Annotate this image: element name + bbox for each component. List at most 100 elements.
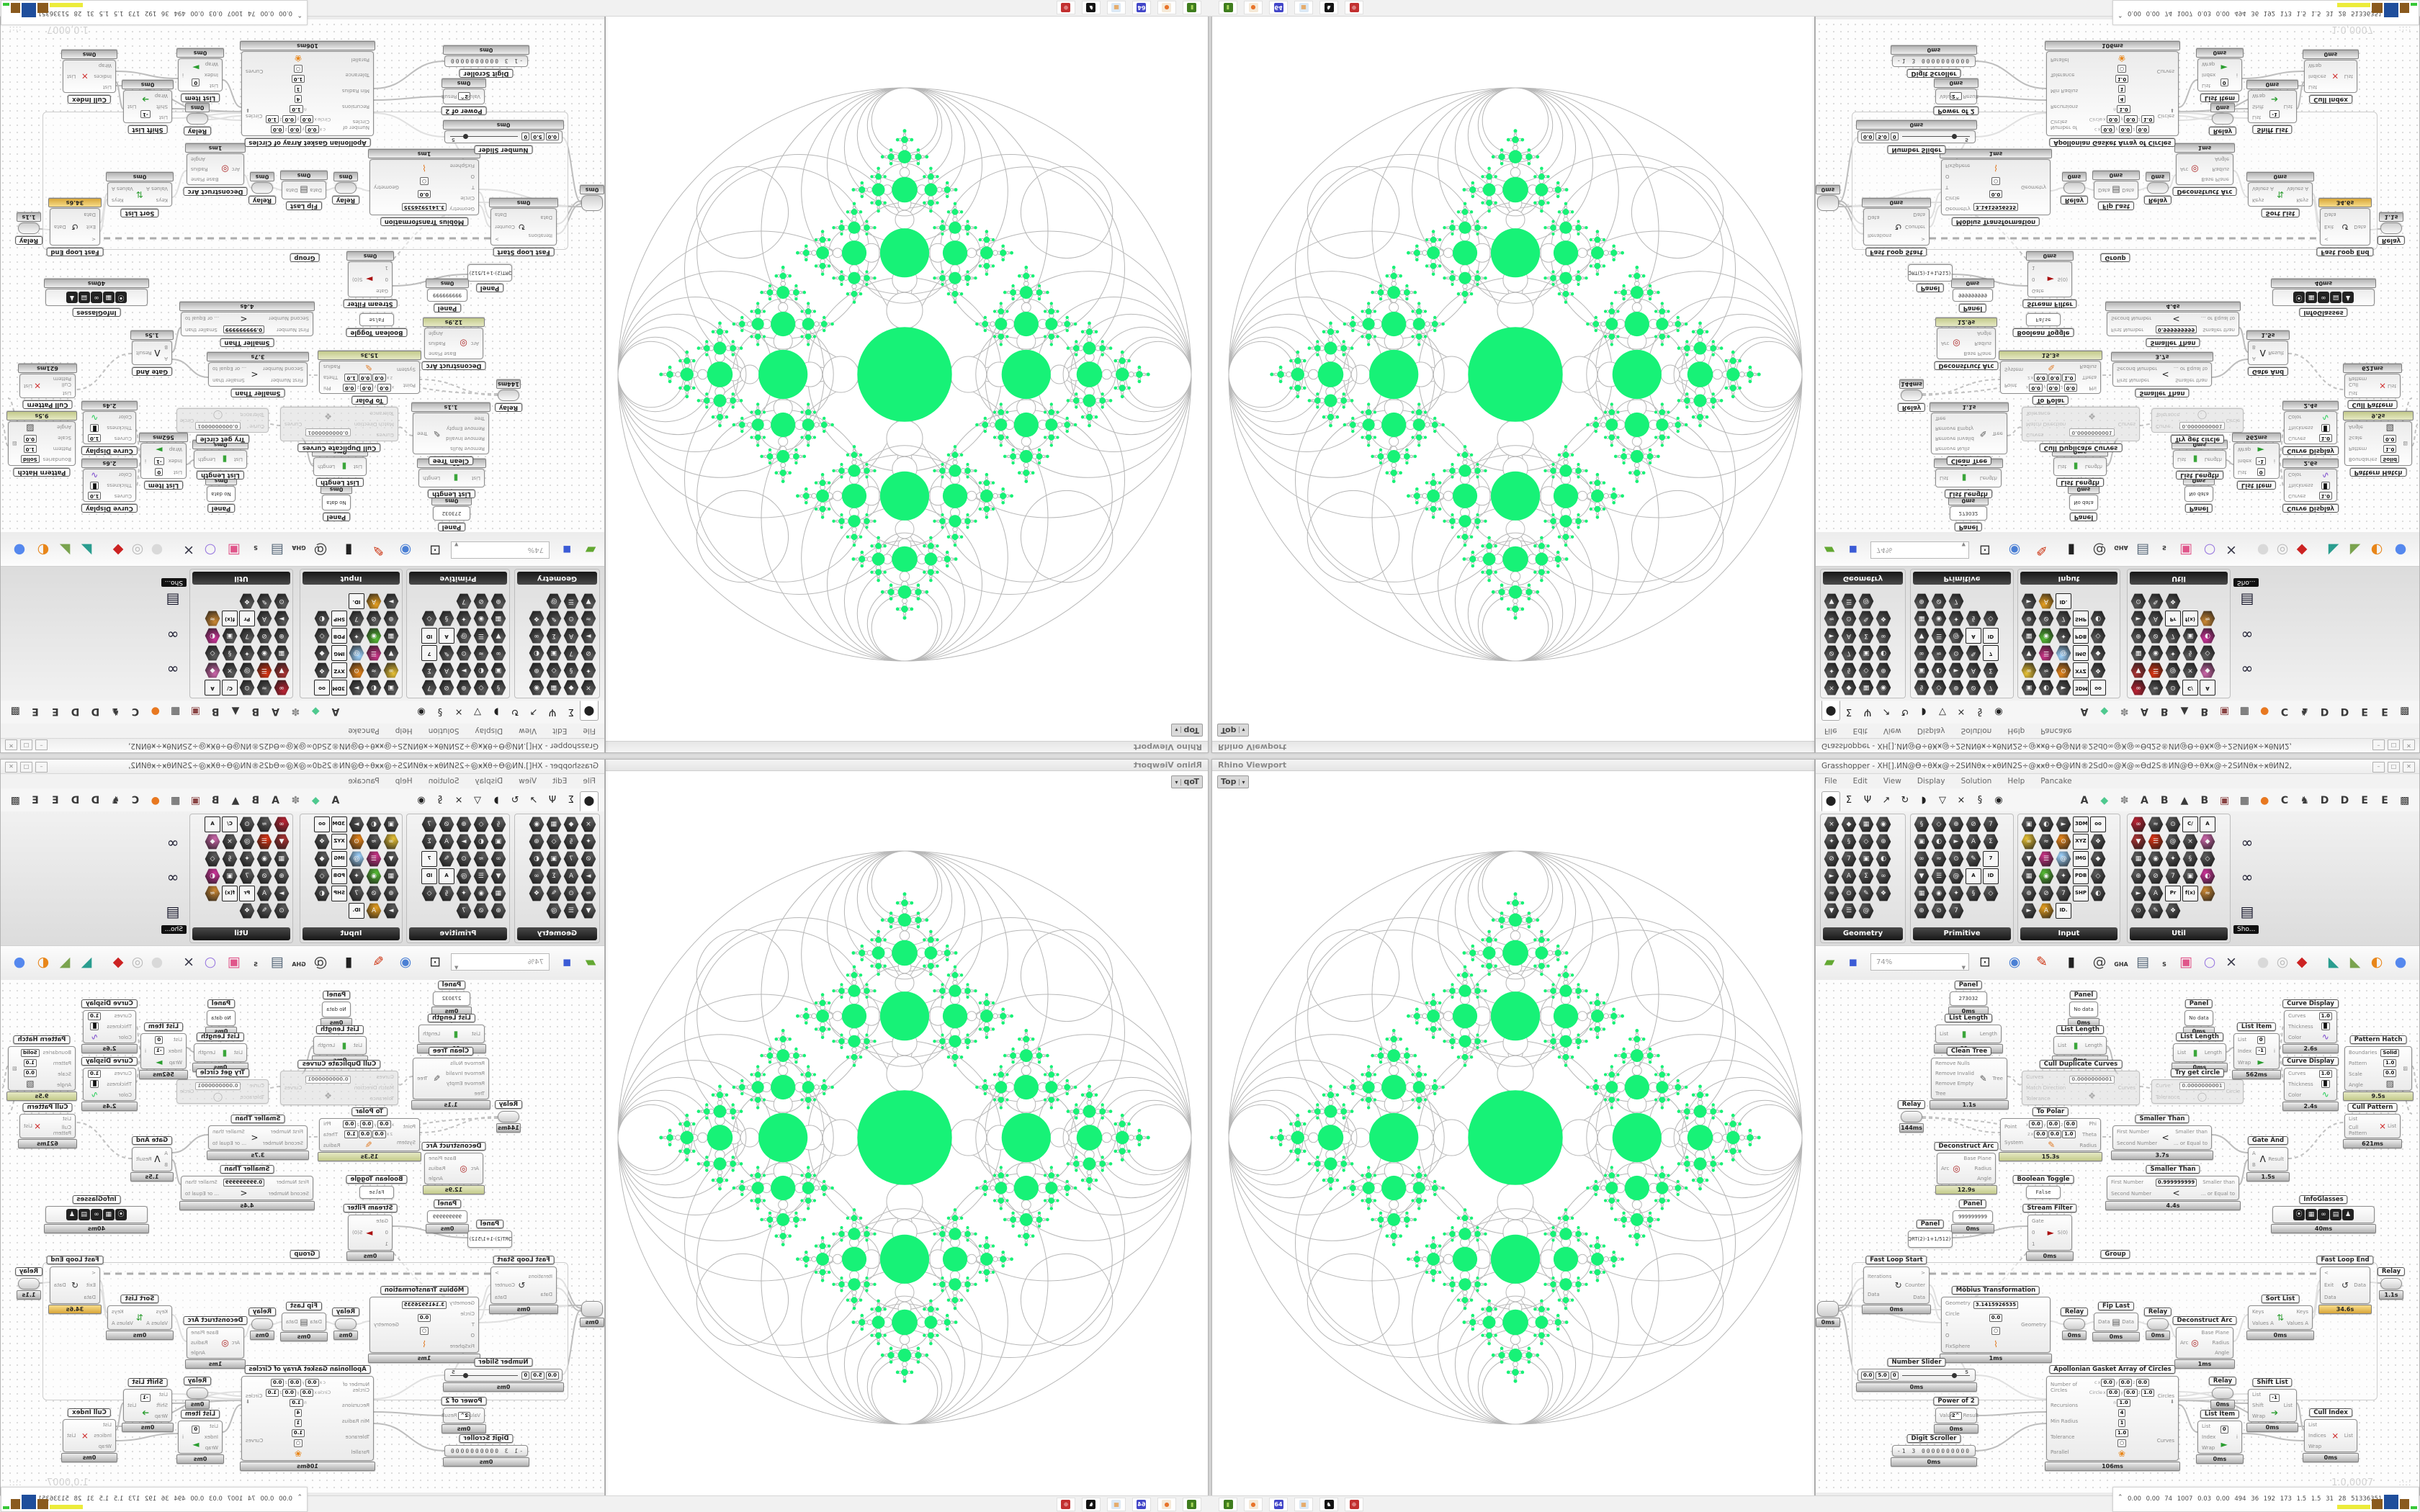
taskbar-icon-app-cat[interactable]: ♞ — [1082, 1, 1101, 14]
gh-node-relay[interactable]: Relay 0ms — [331, 1308, 360, 1340]
component-icon[interactable]: ⊕ — [2021, 611, 2037, 626]
component-icon[interactable]: ❖ — [529, 611, 544, 626]
node-output[interactable]: Data — [495, 1294, 507, 1300]
node-input[interactable]: List — [173, 469, 182, 475]
node-input[interactable]: Tree — [474, 1091, 485, 1097]
component-icon[interactable]: ▣ — [546, 645, 562, 661]
value-chip[interactable]: 3.1415926535 — [1973, 203, 2019, 212]
category-tab-icon[interactable]: ⬤ — [580, 791, 599, 811]
component-icon[interactable]: ≈ — [2038, 662, 2054, 678]
node-input[interactable]: Parallel — [2051, 56, 2069, 63]
plugin-tab[interactable]: E — [52, 795, 59, 806]
component-icon[interactable]: A — [205, 816, 220, 832]
plugin-tab[interactable]: D — [2340, 795, 2349, 806]
component-icon[interactable]: ◆ — [314, 645, 330, 661]
node-output[interactable]: List — [67, 1433, 76, 1439]
node-input[interactable]: Exit — [86, 1282, 96, 1288]
node-input[interactable]: Indices — [2308, 1432, 2326, 1439]
component-icon[interactable]: f(x) — [2182, 611, 2198, 626]
node-input[interactable]: Recursions — [342, 1403, 369, 1409]
component-icon[interactable]: ▦ — [274, 851, 290, 867]
value-chip[interactable]: 1.0 — [88, 433, 102, 442]
plugin-tab[interactable]: ◆ — [311, 795, 320, 806]
node-input[interactable]: Arc — [470, 1166, 479, 1171]
gh-node-cull-duplicate-curves[interactable]: Cull Duplicate Curves Curves Match Directi… — [280, 407, 398, 452]
gh-node-small[interactable]: 0ms — [580, 1301, 604, 1327]
component-icon[interactable]: 7 — [421, 645, 437, 661]
value-chip[interactable]: 0.0 — [2383, 434, 2397, 443]
value-chip[interactable]: 0.0000000001 — [2179, 1081, 2225, 1090]
node-output[interactable]: S(0) — [352, 1230, 363, 1236]
component-icon[interactable]: ◉ — [2148, 851, 2164, 867]
taskbar-icon-app-floppy-64[interactable]: 64 — [1269, 1, 1288, 14]
plugin-tab[interactable]: E — [0, 702, 4, 721]
gh-node-relay[interactable]: Relay 1.1s — [14, 212, 43, 245]
value-chip[interactable]: 0.0 — [343, 383, 357, 392]
component-icon[interactable]: ID — [1983, 868, 1999, 884]
component-icon[interactable]: ∞ — [1876, 868, 1891, 884]
value-chip[interactable]: 0.0 — [282, 115, 296, 124]
node-input[interactable]: Iterations — [528, 1273, 552, 1279]
gh-node-infoglasses[interactable]: InfoGlasses ⦿ ▦ ∞ ▤ ♟ 40ms — [44, 279, 149, 317]
taskbar-icon-app-console[interactable]: ▮ — [1183, 1498, 1201, 1511]
component-icon[interactable]: ◐ — [529, 851, 544, 867]
component-icon[interactable]: × — [2182, 662, 2198, 678]
node-input[interactable]: Wrap — [2238, 446, 2251, 452]
component-icon[interactable]: ⊘ — [1931, 903, 1947, 919]
component-icon[interactable]: § — [2182, 851, 2198, 867]
node-input[interactable]: Iterations — [1868, 233, 1892, 239]
gh-node-fast-loop-end[interactable]: Fast Loop End < Exit Data ↺ Data 34.6s — [2316, 198, 2374, 256]
menu-item-view[interactable]: View — [519, 726, 537, 735]
component-icon[interactable]: × — [1824, 816, 1839, 832]
component-icon[interactable]: C/ — [2182, 680, 2198, 696]
component-icon[interactable]: ⊕ — [490, 903, 506, 919]
overlay-tool-icon[interactable]: ∞ — [166, 661, 179, 678]
component-icon[interactable]: ◐ — [2090, 886, 2106, 901]
node-input[interactable]: List — [2349, 390, 2358, 396]
gh-node-cull-pattern[interactable]: Cull Pattern List Cull Pattern ⨯ List 621ms — [2343, 364, 2402, 409]
component-icon[interactable]: ⊘ — [581, 851, 596, 867]
gh-node-shift-list[interactable]: Shift List List Shift Wrap -1 ➔ List 0ms — [122, 1378, 174, 1432]
value-chip[interactable]: 0.0 — [287, 125, 302, 134]
plugin-tab[interactable]: E — [2361, 795, 2368, 806]
component-icon[interactable]: ▼ — [2021, 645, 2037, 661]
value-chip[interactable]: 0.0000000001 — [195, 422, 241, 431]
node-input[interactable]: 0 — [2032, 1230, 2035, 1236]
component-icon[interactable]: ▣ — [2182, 628, 2198, 644]
node-input[interactable]: Data — [84, 212, 96, 218]
gha-export-button[interactable]: GHA — [2111, 540, 2131, 560]
component-icon[interactable]: ► — [2056, 816, 2071, 832]
info-glasses-icon[interactable]: ▦ — [103, 292, 115, 303]
node-input[interactable]: Min Radius — [341, 88, 369, 94]
gh-node-panel[interactable]: Panel(SQRT(2)-1+1/512)^1 — [467, 264, 512, 292]
category-tab-icon[interactable]: ⨯ — [454, 795, 463, 806]
component-icon[interactable]: @ — [1948, 868, 1964, 884]
node-input[interactable]: Data — [2324, 1294, 2336, 1300]
node-input[interactable]: Curves — [114, 1071, 132, 1077]
gha-export-button[interactable]: GHA — [289, 952, 309, 972]
gh-node-power-of-2[interactable]: Power of 2 Value 2^ Result 0ms — [1933, 1397, 1979, 1434]
component-icon[interactable]: A — [439, 662, 454, 678]
component-icon[interactable]: ▣ — [222, 628, 238, 644]
component-icon[interactable]: ⊘ — [2038, 611, 2054, 626]
taskbar-icon-app-console[interactable]: ▮ — [1183, 1, 1201, 14]
taskbar-icon-app-floppy-64[interactable]: 64 — [1269, 1498, 1288, 1511]
canvas-resize-grip[interactable]: ∷∷ — [2399, 1479, 2412, 1488]
node-input[interactable]: Angle — [2349, 424, 2363, 431]
node-output[interactable]: Angle — [191, 1350, 205, 1356]
plugin-tab[interactable]: ▩ — [2400, 795, 2410, 806]
node-input[interactable]: List — [353, 464, 362, 469]
value-chip[interactable]: Solid — [2380, 1048, 2400, 1057]
lamp-button[interactable]: ▮ — [2067, 954, 2076, 970]
node-input[interactable]: Data — [2098, 1319, 2110, 1325]
node-output[interactable]: i — [182, 72, 184, 78]
node-input[interactable]: Arc — [231, 166, 240, 172]
node-input[interactable]: Values A — [2252, 186, 2274, 192]
value-chip[interactable]: -1 — [2269, 1393, 2280, 1402]
node-input[interactable]: List — [2252, 1392, 2262, 1398]
gh-node-infoglasses[interactable]: InfoGlasses ⦿ ▦ ∞ ▤ ♟ 40ms — [2271, 279, 2376, 317]
component-icon[interactable]: @ — [239, 834, 255, 850]
value-chip[interactable]: -1 — [153, 457, 164, 465]
node-input[interactable]: Values A — [146, 1320, 168, 1326]
